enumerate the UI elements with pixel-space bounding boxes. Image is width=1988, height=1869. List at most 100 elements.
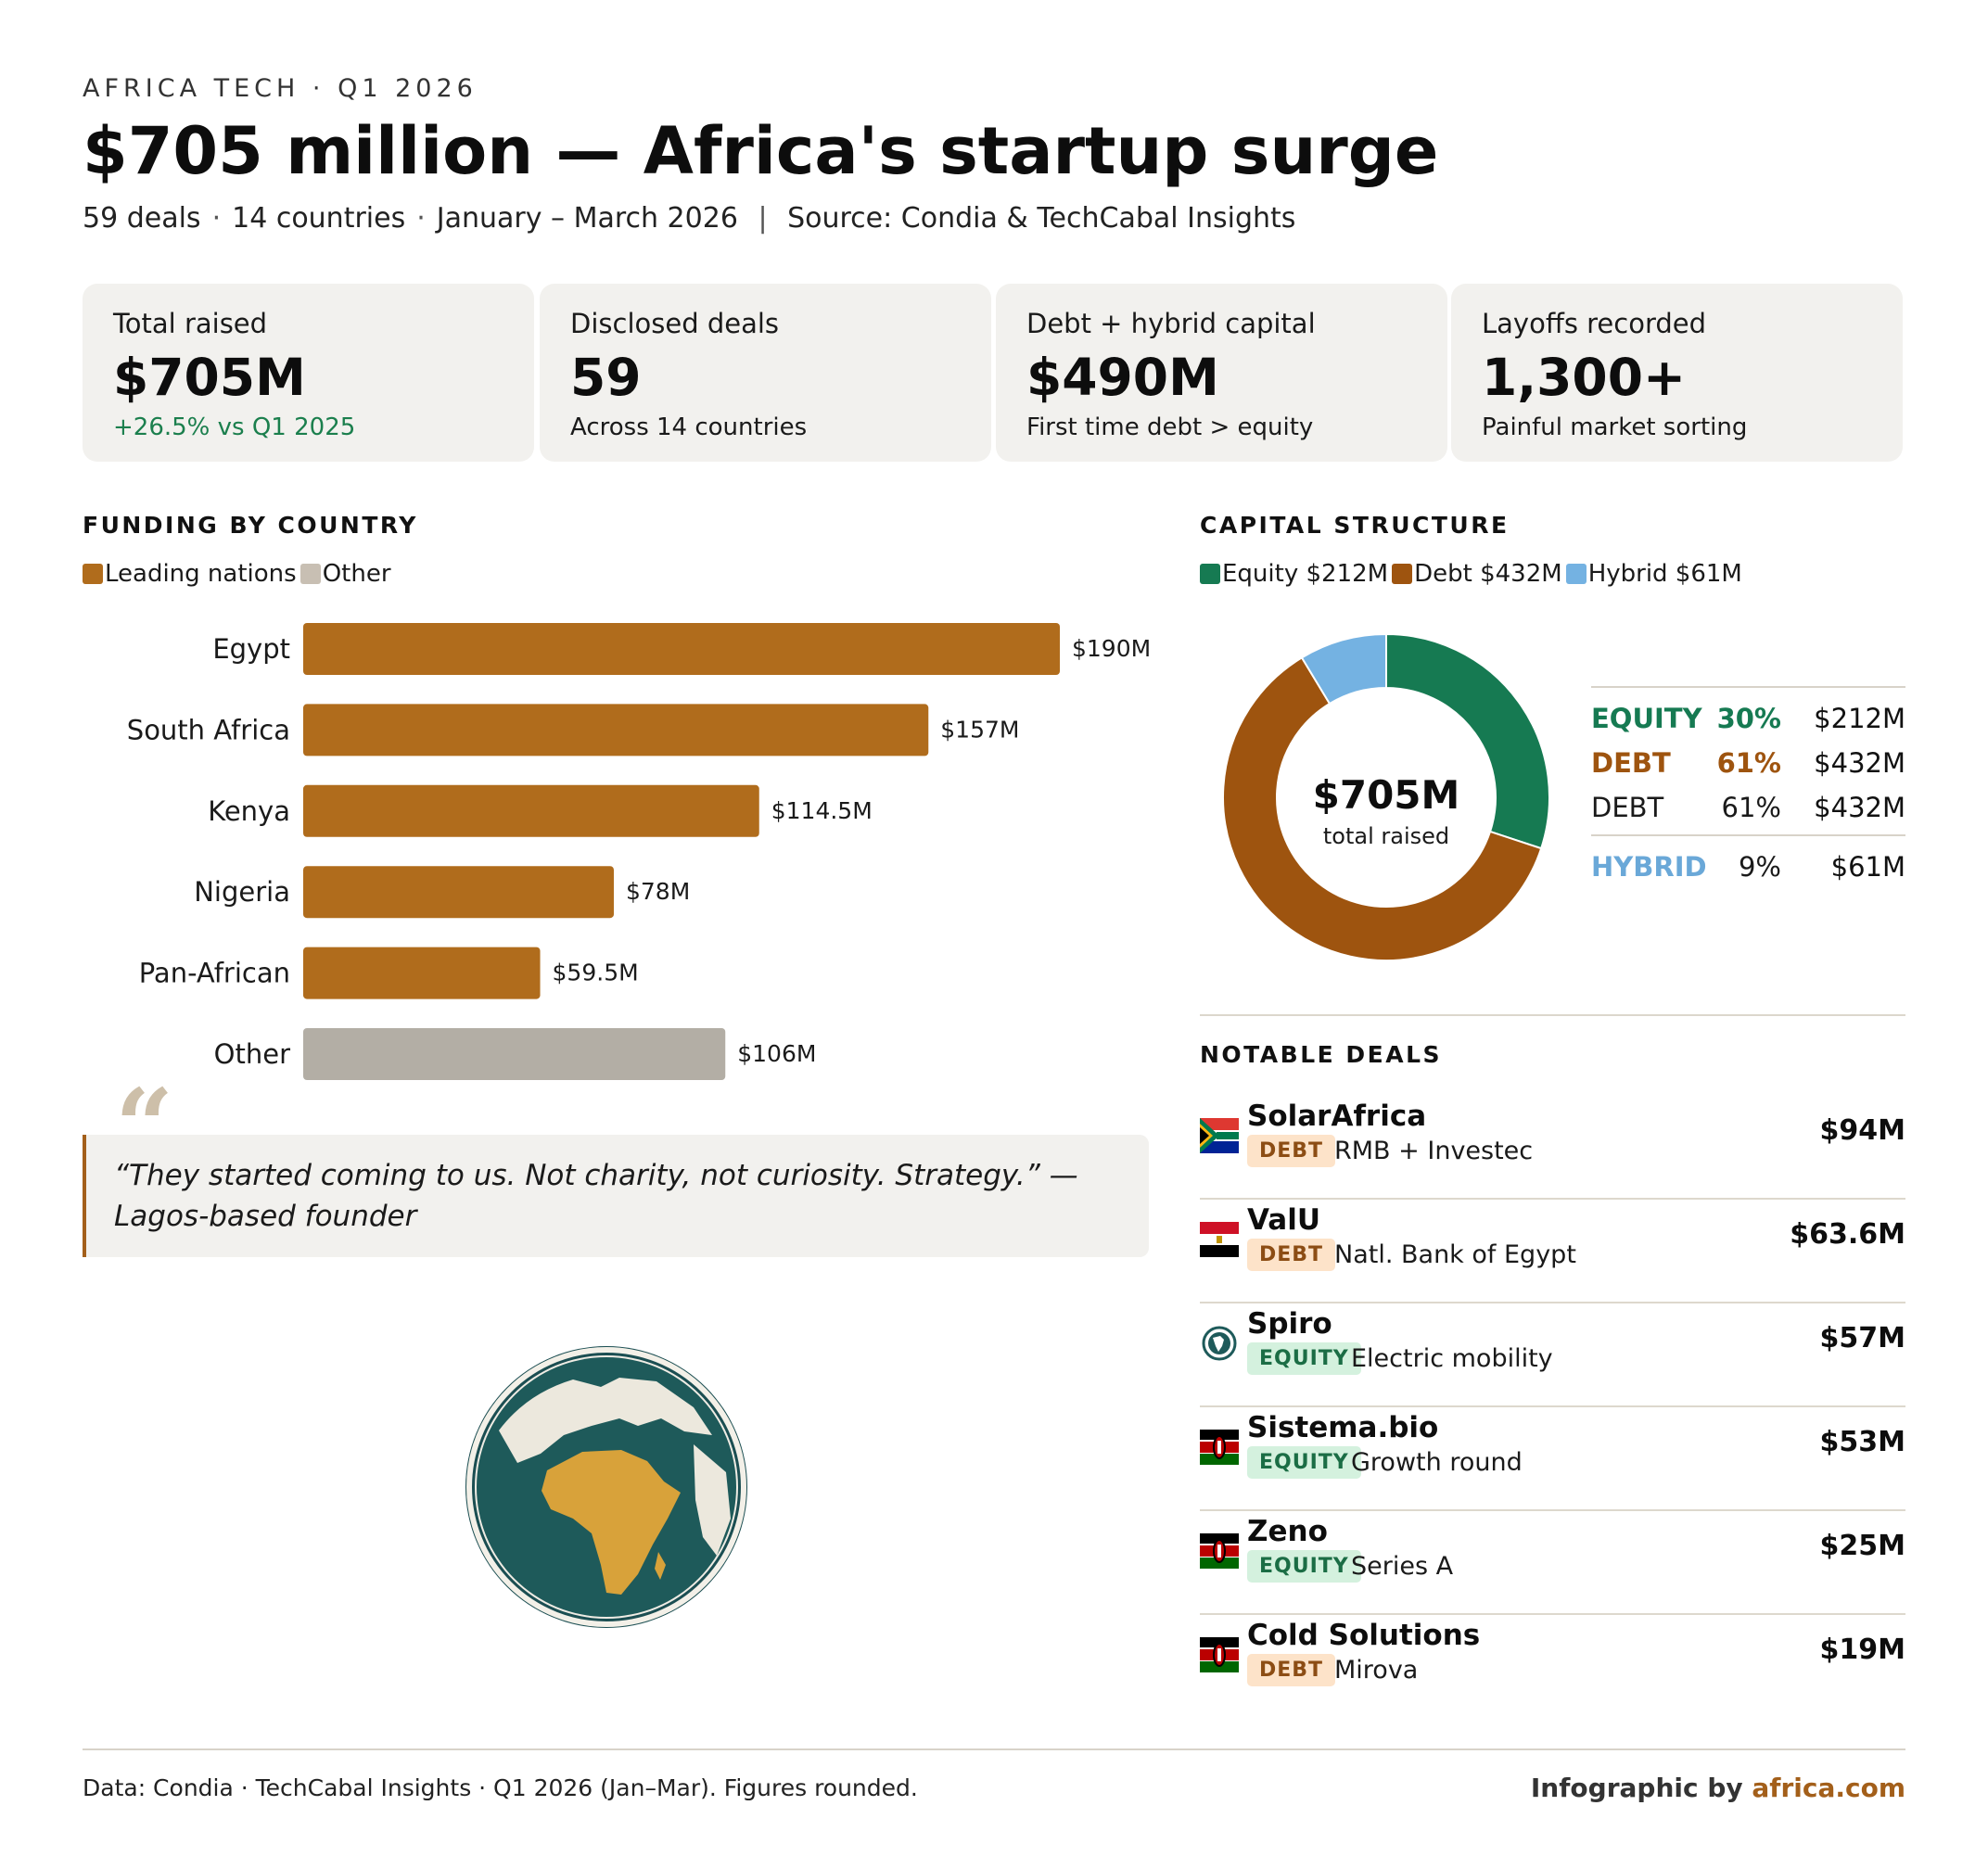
kenya-flag-icon — [1200, 1533, 1239, 1569]
section-divider — [1200, 1014, 1905, 1016]
deal-name: Spiro — [1247, 1307, 1332, 1341]
legend-item-debt: Debt $432M — [1392, 560, 1562, 588]
deal-amount: $19M — [1819, 1634, 1905, 1666]
subtitle-countries: 14 countries — [232, 202, 406, 235]
deal-description: Electric mobility — [1351, 1344, 1553, 1373]
footer-data-note: Data: Condia · TechCabal Insights · Q1 2… — [83, 1774, 918, 1801]
bar-category-label: Pan-African — [139, 958, 290, 989]
bar-value-label: $106M — [737, 1040, 816, 1067]
capital-row-percent: 30% — [1716, 703, 1781, 734]
deal-row: Zeno EQUITY Series A $25M — [1200, 1511, 1905, 1615]
deals-list: SolarAfrica DEBT RMB + Investec $94M ValU DEB… — [1200, 1096, 1905, 1719]
credit-brand: africa.com — [1752, 1773, 1905, 1803]
legend-swatch — [1200, 564, 1220, 584]
deal-description: Mirova — [1334, 1656, 1419, 1685]
deal-type-badge: EQUITY — [1247, 1550, 1361, 1583]
subtitle-source: Source: Condia & TechCabal Insights — [787, 202, 1296, 235]
footer-divider — [83, 1748, 1905, 1750]
capital-row-percent: 61% — [1721, 792, 1781, 823]
kpi-label: Total raised — [113, 308, 268, 339]
capital-row-debt: DEBT 61% $432M — [1591, 740, 1905, 784]
capital-row-amount: $432M — [1814, 792, 1905, 823]
founder-quote: “They started coming to us. Not charity,… — [83, 1135, 1149, 1257]
footer-credit: Infographic by africa.com — [1531, 1773, 1905, 1803]
deal-type-badge: DEBT — [1247, 1135, 1336, 1167]
deal-row: Spiro EQUITY Electric mobility $57M — [1200, 1303, 1905, 1407]
subtitle-period: January – March 2026 — [436, 202, 738, 235]
deal-type-badge: EQUITY — [1247, 1342, 1361, 1375]
deal-amount: $63.6M — [1790, 1218, 1905, 1251]
deal-description: Natl. Bank of Egypt — [1334, 1240, 1576, 1269]
donut-center-label: total raised — [1323, 823, 1449, 849]
deal-type-badge: EQUITY — [1247, 1446, 1361, 1479]
capital-table: EQUITY 30% $212M DEBT 61% $432M DEBT 61% $432M HY… — [1591, 686, 1905, 888]
bar-category-label: Nigeria — [194, 876, 290, 908]
deal-amount: $57M — [1819, 1322, 1905, 1354]
africa-globe-icon — [465, 1346, 747, 1628]
legend-label: Equity $212M — [1222, 560, 1389, 588]
legend-label: Debt $432M — [1414, 560, 1562, 588]
deal-name: Cold Solutions — [1247, 1619, 1481, 1652]
eyebrow-label: AFRICA TECH · Q1 2026 — [83, 74, 478, 103]
kpi-value: 59 — [570, 348, 642, 407]
capital-row-debt: DEBT 61% $432M — [1591, 784, 1905, 829]
legend-swatch — [83, 564, 103, 584]
page-title: $705 million — Africa's startup surge — [83, 113, 1439, 189]
kpi-value: 1,300+ — [1482, 348, 1687, 407]
funding-bar-chart: Egypt $190M South Africa $157M Kenya $114.5M N… — [127, 623, 1151, 1080]
egypt-flag-icon — [1200, 1222, 1239, 1257]
legend-item-other: Other — [299, 560, 391, 588]
legend-label: Leading nations — [105, 560, 297, 588]
kenya-flag-icon — [1200, 1430, 1239, 1465]
kpi-value: $705M — [113, 348, 306, 407]
legend-swatch — [1565, 564, 1587, 584]
deals-heading: NOTABLE DEALS — [1200, 1041, 1443, 1068]
donut-slice-hybrid — [1300, 632, 1387, 706]
bar-category-label: Other — [214, 1038, 290, 1070]
capital-row-name: EQUITY — [1591, 703, 1702, 734]
capital-row-equity: EQUITY 30% $212M — [1591, 695, 1905, 740]
kpi-value: $490M — [1026, 348, 1219, 407]
capital-row-percent: 9% — [1738, 851, 1781, 883]
kpi-label: Debt + hybrid capital — [1026, 308, 1316, 339]
page-subtitle: 59 deals · 14 countries · January – March 20… — [83, 202, 1296, 235]
capital-row-name: DEBT — [1591, 792, 1664, 823]
deal-name: ValU — [1247, 1203, 1321, 1237]
deal-row: SolarAfrica DEBT RMB + Investec $94M — [1200, 1096, 1905, 1200]
kpi-card-layoffs: Layoffs recorded 1,300+ Painful market s… — [1451, 284, 1903, 462]
deal-row: Cold Solutions DEBT Mirova $19M — [1200, 1615, 1905, 1719]
table-divider — [1591, 686, 1905, 688]
deal-amount: $94M — [1819, 1114, 1905, 1147]
deal-amount: $53M — [1819, 1426, 1905, 1458]
deal-amount: $25M — [1819, 1530, 1905, 1562]
kpi-note: Painful market sorting — [1482, 413, 1748, 441]
bar-value-label: $78M — [626, 878, 690, 905]
bar-nigeria — [303, 866, 614, 919]
kpi-card-total-raised: Total raised $705M +26.5% vs Q1 2025 — [83, 284, 534, 462]
capital-row-name: HYBRID — [1591, 851, 1707, 883]
deal-description: Growth round — [1351, 1448, 1523, 1477]
bar-kenya — [303, 784, 759, 837]
legend-swatch — [1392, 564, 1413, 584]
kenya-flag-icon — [1200, 1637, 1239, 1672]
credit-prefix: Infographic by — [1530, 1773, 1752, 1803]
capital-row-amount: $61M — [1830, 851, 1905, 883]
deal-type-badge: DEBT — [1247, 1239, 1336, 1271]
capital-legend: Equity $212M Debt $432M Hybrid $61M — [1200, 560, 1746, 588]
kpi-card-disclosed-deals: Disclosed deals 59 Across 14 countries — [540, 284, 991, 462]
deal-row: ValU DEBT Natl. Bank of Egypt $63.6M — [1200, 1200, 1905, 1303]
capital-row-percent: 61% — [1716, 747, 1781, 779]
legend-item-leading: Leading nations — [83, 560, 297, 588]
bar-value-label: $157M — [940, 716, 1019, 743]
deal-name: SolarAfrica — [1247, 1100, 1427, 1133]
donut-slice-debt — [1222, 655, 1543, 961]
capital-row-amount: $212M — [1814, 703, 1905, 734]
legend-item-equity: Equity $212M — [1200, 560, 1388, 588]
funding-heading: FUNDING BY COUNTRY — [83, 512, 418, 539]
capital-row-hybrid: HYBRID 9% $61M — [1591, 844, 1905, 888]
bar-category-label: South Africa — [127, 714, 290, 745]
deal-description: Series A — [1351, 1552, 1454, 1581]
bar-south-africa — [303, 704, 929, 756]
deal-description: RMB + Investec — [1334, 1137, 1534, 1165]
south-africa-flag-icon — [1200, 1118, 1239, 1153]
